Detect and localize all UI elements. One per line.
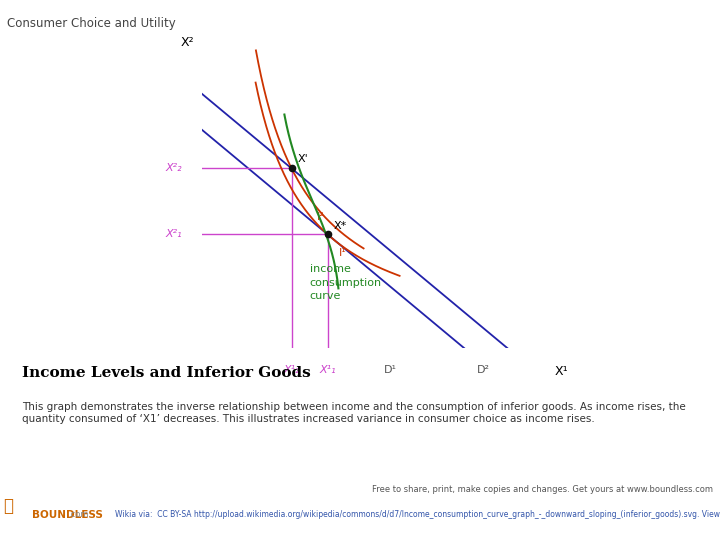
Text: Consumer Choice and Utility: Consumer Choice and Utility: [7, 17, 176, 30]
Text: I¹: I¹: [338, 248, 346, 258]
Text: D²: D²: [477, 365, 490, 375]
Text: BOUNDLESS: BOUNDLESS: [32, 510, 103, 520]
Text: X*: X*: [334, 221, 347, 231]
Text: X²₁: X²₁: [165, 230, 181, 239]
Text: X²₂: X²₂: [165, 164, 181, 173]
Text: X¹: X¹: [555, 365, 568, 378]
Text: .com: .com: [68, 510, 89, 519]
Text: D¹: D¹: [384, 365, 397, 375]
Text: X¹₁: X¹₁: [319, 365, 336, 375]
Text: 🐾: 🐾: [4, 497, 14, 515]
Text: Income Levels and Inferior Goods: Income Levels and Inferior Goods: [22, 366, 310, 380]
Text: I²: I²: [317, 212, 325, 222]
Text: Wikia via:  CC BY-SA http://upload.wikimedia.org/wikipedia/commons/d/d7/Income_c: Wikia via: CC BY-SA http://upload.wikime…: [115, 510, 720, 519]
Text: X²: X²: [181, 36, 194, 49]
Text: income
consumption
curve: income consumption curve: [310, 265, 382, 301]
Text: Free to share, print, make copies and changes. Get yours at www.boundless.com: Free to share, print, make copies and ch…: [372, 485, 713, 494]
Text: This graph demonstrates the inverse relationship between income and the consumpt: This graph demonstrates the inverse rela…: [22, 402, 685, 424]
Text: X¹₂: X¹₂: [283, 365, 300, 375]
Text: X': X': [298, 154, 309, 164]
